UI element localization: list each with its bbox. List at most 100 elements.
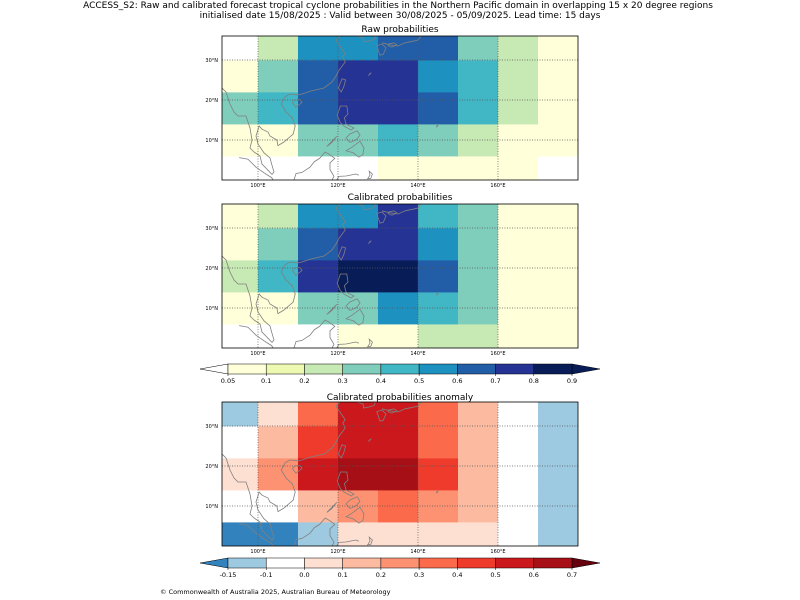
colorbar-tick-label: 0.3 — [414, 571, 424, 579]
region-cell — [538, 204, 578, 229]
region-cell — [418, 60, 459, 93]
coastline-korea — [357, 204, 376, 211]
coastline-halmahera — [366, 536, 373, 546]
coastline-ryukyu — [368, 240, 372, 244]
coastline-japan-kyushu — [376, 409, 387, 422]
region-cell — [498, 458, 539, 491]
map-panel-calibrated-anomaly: 100°E 120°E 140°E 160°E 10°N 20°N 30°N — [205, 401, 579, 555]
region-cell — [378, 426, 419, 459]
region-cell — [498, 60, 539, 93]
coastline-japan-honshu — [381, 402, 422, 413]
colorbar-tick-label: 0.5 — [414, 377, 424, 385]
coastline-visayas — [345, 496, 361, 509]
region-cell — [222, 156, 259, 180]
region-cell — [378, 36, 419, 61]
coastline-halmahera — [366, 338, 373, 348]
lat-tick-label: 20°N — [205, 464, 218, 470]
coastline-hainan — [291, 99, 303, 108]
region-cell — [458, 60, 499, 93]
region-cell — [538, 156, 578, 180]
colorbar-tick-label: 0.6 — [529, 571, 539, 579]
lat-tick-label: 10°N — [205, 138, 218, 144]
colorbar-swatch — [533, 363, 573, 375]
lat-tick-label: 10°N — [205, 306, 218, 312]
colorbar-swatch — [457, 557, 496, 569]
region-cell — [378, 60, 419, 93]
region-cell — [538, 522, 578, 546]
colorbar-tick-label: 0.0 — [299, 571, 309, 579]
lon-tick-label: 120°E — [330, 549, 345, 555]
colorbar-probability: 0.05 0.1 0.2 0.3 0.4 0.5 0.6 0.7 0.8 0.9 — [199, 363, 601, 385]
coastline-visayas — [345, 130, 361, 143]
coastline-sumatra — [239, 325, 274, 348]
region-cell — [222, 402, 259, 427]
region-cell — [298, 204, 339, 229]
region-cell — [538, 260, 578, 293]
lon-tick-label: 160°E — [490, 549, 505, 555]
region-cell — [418, 36, 459, 61]
region-cell — [378, 260, 419, 293]
region-cell — [538, 324, 578, 348]
lon-tick-label: 100°E — [250, 549, 265, 555]
region-cell — [458, 522, 499, 546]
colorbar-tick-label: 0.8 — [529, 377, 539, 385]
coastline-japan-honshu — [381, 204, 422, 215]
coastline-mindanao — [344, 140, 365, 158]
region-cell — [258, 522, 299, 546]
region-cell — [258, 228, 299, 261]
region-cell — [418, 204, 459, 229]
colorbar-swatch — [495, 363, 535, 375]
region-cell — [498, 156, 539, 180]
region-cell — [258, 426, 299, 459]
region-cell — [222, 426, 259, 459]
coastline-palawan — [326, 502, 338, 513]
region-cell — [298, 522, 339, 546]
region-cell — [298, 426, 339, 459]
region-cell — [338, 324, 379, 348]
region-cell — [298, 458, 339, 491]
colorbar-swatch — [342, 557, 382, 569]
colorbar-tick-label: 0.7 — [490, 377, 500, 385]
colorbar-swatch — [380, 363, 420, 375]
region-cell — [498, 522, 539, 546]
map-frame — [221, 401, 579, 547]
coastline-palawan — [326, 136, 338, 147]
colorbar-tick-label: -0.15 — [220, 571, 237, 579]
region-cell — [418, 228, 459, 261]
region-cell — [298, 60, 339, 93]
map-frame — [221, 203, 579, 349]
lat-tick-label: 20°N — [205, 266, 218, 272]
region-cell — [338, 522, 379, 546]
region-cell — [498, 402, 539, 427]
coastline-borneo — [293, 151, 336, 180]
region-cell — [418, 156, 459, 180]
lon-tick-label: 160°E — [490, 183, 505, 189]
colorbar-tick-label: 0.6 — [452, 377, 462, 385]
region-cell — [498, 426, 539, 459]
region-cell — [538, 92, 578, 125]
colorbar-anomaly: -0.15 -0.1 0.0 0.1 0.2 0.3 0.4 0.5 0.6 0.7 — [199, 557, 601, 579]
lat-tick-label: 20°N — [205, 98, 218, 104]
region-cell — [538, 36, 578, 61]
region-cell — [298, 228, 339, 261]
colorbar-swatch — [457, 363, 496, 375]
colorbar-under-extension — [199, 363, 229, 375]
lon-tick-label: 140°E — [410, 351, 425, 357]
colorbar-swatch — [418, 363, 458, 375]
lat-tick-label: 30°N — [205, 424, 218, 430]
colorbar-over-extension — [571, 557, 601, 569]
region-cell — [258, 60, 299, 93]
region-cell — [458, 260, 499, 293]
colorbar-swatch — [304, 363, 343, 375]
coastline-halmahera — [366, 170, 373, 180]
colorbar-swatch — [304, 557, 343, 569]
map-frame — [221, 35, 579, 181]
region-cell — [418, 458, 459, 491]
coastline-visayas — [345, 298, 361, 311]
region-cell — [498, 36, 539, 61]
coastline-japan-shikoku — [387, 408, 398, 414]
region-cell — [258, 458, 299, 491]
region-cell — [258, 156, 299, 180]
coastline-asia-mainland — [222, 204, 346, 343]
